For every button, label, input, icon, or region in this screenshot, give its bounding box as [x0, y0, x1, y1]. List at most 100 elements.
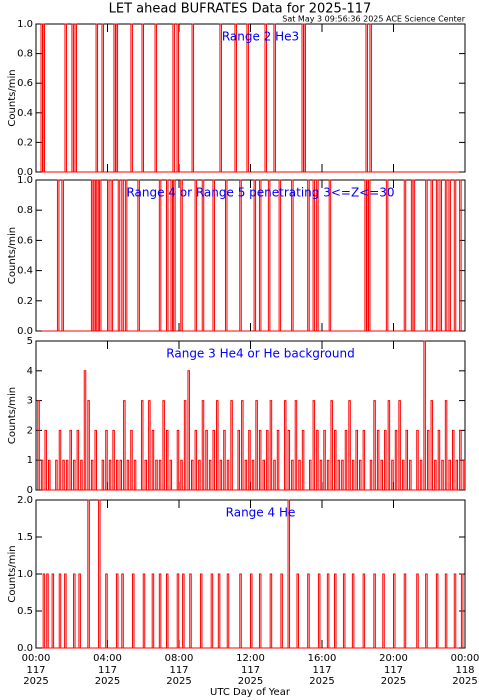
- y-axis-label: Counts/min: [7, 545, 18, 602]
- spike: [283, 400, 287, 490]
- spike: [132, 573, 135, 648]
- y-tick-label: 0.5: [17, 606, 33, 617]
- y-tick-label: 0.8: [17, 49, 33, 60]
- spike: [94, 429, 97, 490]
- spike: [105, 429, 108, 490]
- y-tick-label: 1.0: [17, 569, 33, 580]
- spike: [165, 179, 169, 331]
- spike: [98, 179, 102, 331]
- spike: [230, 400, 233, 490]
- spike: [244, 459, 248, 490]
- spike: [194, 429, 198, 490]
- spike: [226, 459, 230, 490]
- spike: [123, 400, 126, 490]
- spike: [387, 400, 391, 490]
- spike: [359, 459, 362, 490]
- spike: [287, 429, 291, 490]
- y-tick-label: 0.8: [17, 205, 33, 216]
- spike: [287, 499, 291, 648]
- x-tick-year: 2025: [309, 676, 334, 687]
- spike: [273, 459, 276, 490]
- spike: [126, 459, 130, 490]
- spike: [248, 429, 251, 490]
- spike: [280, 573, 283, 648]
- spike: [87, 400, 90, 490]
- spike: [291, 179, 294, 331]
- spike: [382, 573, 385, 648]
- spike: [312, 179, 316, 331]
- y-tick-label: 0.0: [17, 167, 33, 178]
- spike: [112, 429, 115, 490]
- spike: [44, 429, 47, 490]
- panel-title: Range 4 or Range 5 penetrating 3<=Z<=30: [126, 186, 394, 200]
- spike: [416, 429, 419, 490]
- spike: [237, 429, 240, 490]
- spike: [296, 573, 299, 648]
- spike: [115, 573, 119, 648]
- y-tick-label: 1: [27, 455, 33, 466]
- spike: [367, 179, 371, 331]
- spike: [362, 573, 366, 648]
- spike: [155, 459, 158, 490]
- spike: [258, 179, 262, 331]
- spike: [330, 400, 333, 490]
- y-tick-label: 0.4: [17, 108, 33, 119]
- spike: [80, 459, 83, 490]
- spike: [264, 23, 267, 172]
- spike: [403, 179, 407, 331]
- spike: [107, 179, 110, 331]
- spike: [151, 573, 155, 648]
- spike: [74, 23, 77, 172]
- spike: [46, 573, 49, 648]
- x-tick-year: 2025: [238, 676, 263, 687]
- spike: [307, 179, 310, 331]
- spike: [115, 459, 119, 490]
- spike: [212, 429, 215, 490]
- y-tick-label: 1.5: [17, 532, 33, 543]
- spike: [95, 23, 99, 172]
- spike: [423, 340, 426, 490]
- spike: [409, 459, 412, 490]
- spike: [162, 400, 165, 490]
- chart-subtitle: Sat May 3 09:56:36 2025 ACE Science Cent…: [282, 15, 465, 24]
- spike: [130, 23, 133, 172]
- spike: [119, 459, 123, 490]
- spike: [258, 573, 262, 648]
- panel-title: Range 4 He: [226, 506, 296, 520]
- spike: [71, 23, 74, 172]
- spike: [101, 23, 104, 172]
- y-tick-label: 3: [27, 396, 33, 407]
- spike: [90, 179, 94, 331]
- y-tick-label: 4: [27, 366, 33, 377]
- spike: [51, 573, 55, 648]
- spike: [439, 179, 442, 331]
- spike: [435, 573, 439, 648]
- spike: [364, 179, 367, 331]
- spike: [262, 459, 266, 490]
- x-tick-label: 08:00: [165, 653, 194, 664]
- x-tick-label: 16:00: [308, 653, 337, 664]
- spike: [40, 23, 44, 172]
- spike: [366, 179, 369, 331]
- spike: [239, 179, 242, 331]
- y-tick-label: 0.6: [17, 235, 33, 246]
- spike: [448, 179, 451, 331]
- spike: [165, 573, 169, 648]
- spike: [176, 573, 180, 648]
- spike: [48, 459, 51, 490]
- spike: [64, 23, 67, 172]
- spike: [205, 429, 208, 490]
- spike: [239, 573, 242, 648]
- spike: [182, 573, 185, 648]
- spike: [373, 400, 376, 490]
- spike: [269, 573, 273, 648]
- spike: [251, 459, 255, 490]
- spike: [255, 400, 258, 490]
- y-tick-label: 2: [27, 425, 33, 436]
- spike: [405, 429, 409, 490]
- spike: [165, 429, 169, 490]
- spike: [437, 429, 441, 490]
- chart-title: LET ahead BUFRATES Data for 2025-117: [109, 2, 372, 17]
- spike: [403, 573, 407, 648]
